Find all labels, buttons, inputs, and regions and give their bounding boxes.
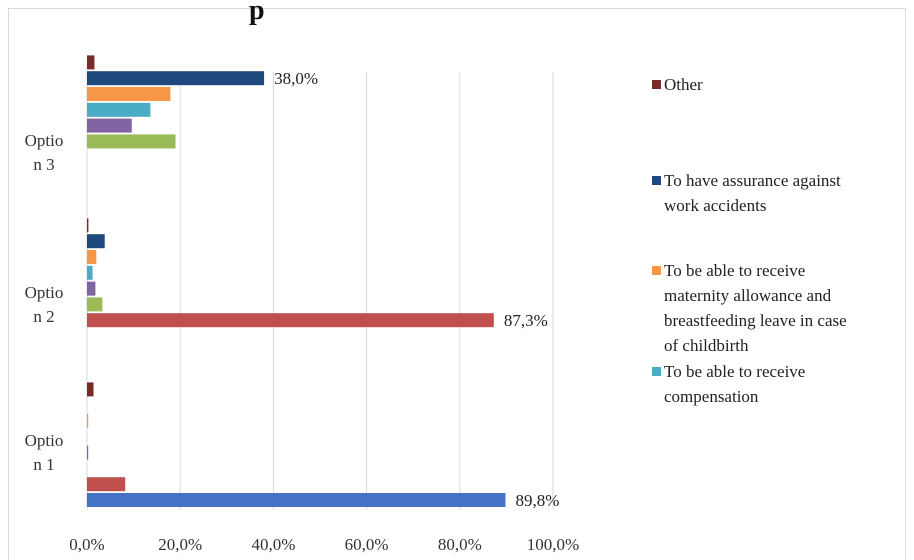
x-tick-label: 100,0% — [527, 535, 579, 554]
bar — [87, 55, 95, 70]
legend-label: breastfeeding leave in case — [664, 311, 847, 330]
bar — [87, 87, 171, 101]
legend-swatch — [652, 266, 661, 275]
category-label: Optio — [25, 283, 64, 302]
legend-label: of childbirth — [664, 336, 749, 355]
bar — [87, 102, 151, 117]
legend-swatch — [652, 80, 661, 89]
bar — [87, 250, 97, 264]
x-tick-label: 80,0% — [438, 535, 482, 554]
category-label: n 2 — [33, 307, 54, 326]
data-label: 87,3% — [504, 311, 548, 330]
chart-frame: p — [8, 0, 906, 560]
legend-swatch — [652, 176, 661, 185]
data-label: 38,0% — [274, 69, 318, 88]
category-label: Optio — [25, 431, 64, 450]
x-tick-label: 20,0% — [158, 535, 202, 554]
bar — [87, 281, 96, 296]
bar — [87, 313, 494, 328]
category-label: Optio — [25, 131, 64, 150]
legend-swatch — [652, 367, 661, 376]
legend-label: To be able to receive — [664, 362, 805, 381]
legend-label: maternity allowance and — [664, 286, 832, 305]
x-tick-label: 40,0% — [251, 535, 295, 554]
legend-label: To have assurance against — [664, 171, 841, 190]
bar — [87, 265, 93, 280]
bar — [87, 477, 126, 492]
legend-label: To be able to receive — [664, 261, 805, 280]
chart-title-fragment: p — [249, 0, 265, 26]
x-tick-label: 60,0% — [345, 535, 389, 554]
bar — [87, 218, 89, 233]
legend-label: Other — [664, 75, 703, 94]
bar — [87, 118, 132, 133]
bar — [87, 382, 94, 397]
bar — [87, 297, 103, 312]
bar — [87, 414, 89, 428]
x-tick-label: 0,0% — [69, 535, 104, 554]
legend-label: compensation — [664, 387, 759, 406]
data-label: 89,8% — [515, 491, 559, 510]
category-label: n 1 — [33, 455, 54, 474]
bar — [87, 134, 176, 149]
bar — [87, 445, 89, 460]
bar — [87, 493, 506, 507]
bar — [87, 71, 265, 86]
legend-label: work accidents — [664, 196, 766, 215]
category-label: n 3 — [33, 155, 54, 174]
bar — [87, 234, 105, 249]
